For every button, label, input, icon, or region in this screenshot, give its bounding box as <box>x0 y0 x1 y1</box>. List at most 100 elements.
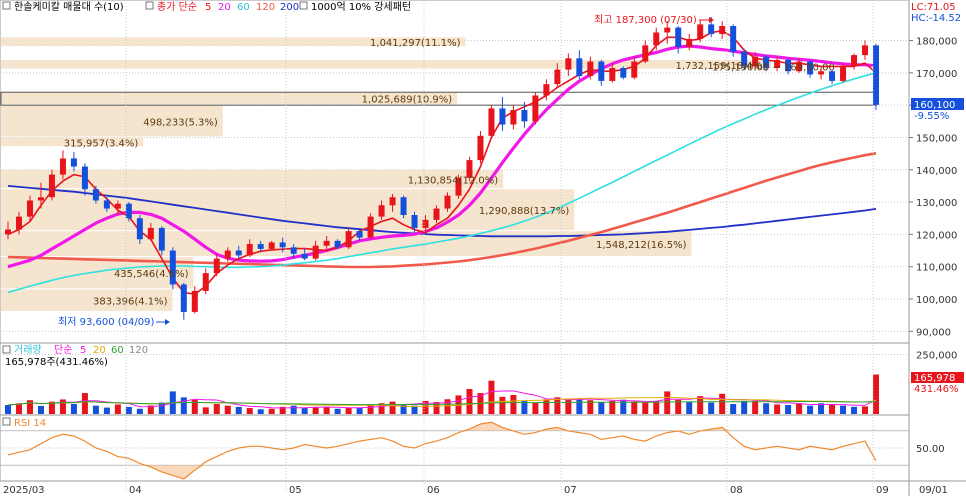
volume-bar <box>796 404 803 414</box>
volume-bar <box>235 406 242 414</box>
volume-profile-label: 1,548,212(16.5%) <box>596 240 687 251</box>
high-annotation: 최고 187,300 (07/30) <box>594 14 697 26</box>
volume-bar <box>664 391 671 414</box>
volume-bar <box>686 401 693 414</box>
volume-bar <box>125 406 132 414</box>
volume-bar <box>785 404 792 414</box>
candle-body <box>873 45 879 105</box>
y-tick-label: 50.00 <box>916 444 945 455</box>
volume-bar <box>488 380 495 414</box>
y-tick-label: 100,000 <box>916 295 957 306</box>
hc-value: HC:-14.52 <box>911 13 961 24</box>
ma-legend-label: 종가 단순 <box>157 1 197 13</box>
volume-bar <box>246 408 253 414</box>
volume-bar <box>631 401 638 414</box>
candle-body <box>92 189 99 201</box>
candle-body <box>345 231 352 248</box>
volume-bar <box>411 405 418 414</box>
candle-body <box>400 197 407 215</box>
candle-body <box>59 158 66 175</box>
volume-bar <box>763 403 770 414</box>
candle-body <box>103 200 110 209</box>
volume-bar <box>565 398 572 414</box>
candle-body <box>455 177 462 196</box>
candle-body <box>543 84 550 96</box>
candles <box>5 16 879 320</box>
candle-body <box>686 38 693 47</box>
y-tick-label: 180,000 <box>916 37 957 48</box>
volume-bar <box>114 404 121 414</box>
y-tick-label: 250,000 <box>916 351 957 362</box>
volume-bar <box>389 401 396 414</box>
volume-bar <box>202 407 209 414</box>
volume-bar <box>70 404 77 414</box>
candle-body <box>477 135 484 161</box>
rsi-panel <box>0 414 910 482</box>
candle-body <box>466 160 473 178</box>
candle-body <box>510 110 517 125</box>
candle-body <box>851 55 858 67</box>
chart-title: 한솔케미칼 매물대 수(10) <box>14 0 124 13</box>
x-tick-label: 2025/03 <box>3 485 45 496</box>
x-tick-label: 09 <box>876 485 889 496</box>
volume-bar <box>378 403 385 414</box>
volume-bar <box>873 374 879 414</box>
legend-box-icon[interactable] <box>145 1 154 10</box>
ma200-line <box>7 185 877 238</box>
vol-ma60-legend: 60 <box>111 345 124 356</box>
pattern-legend: 1000억 10% 강세패턴 <box>311 1 411 13</box>
candle-body <box>147 227 154 240</box>
volume-bar <box>158 402 165 414</box>
volume-bar <box>92 405 99 414</box>
legend-box-icon[interactable] <box>2 417 11 426</box>
candle-body <box>675 27 682 47</box>
candle-body <box>818 71 825 75</box>
volume-profile-label: 1,732,159(18.4%) <box>676 61 767 72</box>
candle-body <box>312 245 319 259</box>
volume-profile-band <box>1 289 173 311</box>
volume-profile-label: 315,957(3.4%) <box>64 138 139 149</box>
volume-bar <box>708 402 715 414</box>
candle-body <box>521 110 528 122</box>
candle-body <box>356 231 363 238</box>
candle-body <box>807 61 814 75</box>
ma20-legend: 20 <box>218 2 231 13</box>
low-annotation: 최저 93,600 (04/09) <box>58 316 154 328</box>
candle-body <box>532 95 539 122</box>
volume-bar <box>818 403 825 414</box>
volume-bar <box>301 408 308 414</box>
legend-box-icon[interactable] <box>2 1 11 10</box>
candle-body <box>213 258 220 274</box>
candle-body <box>246 244 253 256</box>
candle-body <box>444 195 451 209</box>
ma200-legend: 200 <box>280 2 299 13</box>
candle-body <box>565 58 572 70</box>
volume-bar <box>422 400 429 414</box>
x-tick-label: 05 <box>289 485 302 496</box>
volume-bars: 250,000 <box>0 351 957 414</box>
legend-box-icon[interactable] <box>2 345 11 354</box>
current-change: -9.55% <box>914 111 949 122</box>
volume-bar <box>829 404 836 414</box>
candle-body <box>664 27 671 33</box>
volume-bar <box>356 408 363 414</box>
candle-body <box>37 197 44 201</box>
volume-profile-label: 1,041,297(11.1%) <box>370 38 461 49</box>
volume-bar <box>466 389 473 414</box>
current-price-badge <box>911 98 964 110</box>
volume-profile-labels: 1,041,297(11.1%) 1,732,159(18.4%) 1,025,68… <box>64 38 835 307</box>
volume-profile-label: 1,130,854(12.0%) <box>408 175 499 186</box>
volume-profile-label: 1,290,888(13.7%) <box>479 206 570 217</box>
legend-box-icon[interactable] <box>299 1 308 10</box>
rsi-oversold-area <box>8 465 876 479</box>
ma60-legend: 60 <box>237 2 250 13</box>
volume-profile-band <box>1 169 504 189</box>
candle-body <box>422 219 429 228</box>
ma120-legend: 120 <box>256 2 275 13</box>
candle-body <box>862 45 869 56</box>
volume-bar <box>268 408 275 414</box>
candle-body <box>202 273 209 291</box>
x-tick-label: 09/01 <box>919 485 948 496</box>
volume-profile-label: 435,546(4.6%) <box>114 269 189 280</box>
